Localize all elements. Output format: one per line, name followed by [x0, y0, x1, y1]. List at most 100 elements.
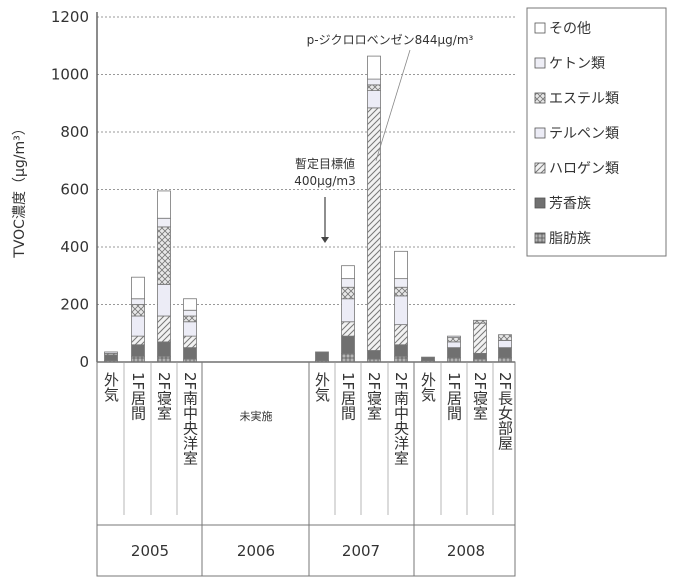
bar-segment: [394, 344, 408, 357]
bar-segment: [131, 344, 145, 357]
bar-segment: [367, 78, 381, 86]
bar-segment: [341, 335, 355, 354]
bar-segment: [131, 335, 145, 346]
bar-segment: [498, 347, 512, 359]
group-label: 2005: [131, 542, 169, 560]
bar-segment: [131, 315, 145, 337]
legend-label: エステル類: [549, 91, 619, 107]
bar-segment: [341, 286, 355, 300]
legend-label: ハロゲン類: [549, 161, 619, 177]
pdcb-annotation-label: p-ジクロロベンゼン844μg/m³: [307, 33, 474, 47]
legend-label: ケトン類: [549, 56, 605, 72]
category-label: 外気: [419, 372, 437, 403]
group-label: 2007: [342, 542, 380, 560]
no-data-note: 未実施: [240, 409, 273, 423]
bar-segment: [183, 321, 197, 337]
annotation-layer: 暫定目標値 400μg/m3 p-ジクロロベンゼン844μg/m³: [294, 33, 474, 243]
bar-segment: [183, 347, 197, 360]
bar-segment: [341, 265, 355, 280]
category-label: 1F居間: [445, 372, 463, 421]
y-tick-label: 1200: [51, 8, 89, 26]
bar-segment: [183, 298, 197, 311]
bar-segment: [131, 298, 145, 305]
bar-segment: [341, 352, 355, 363]
category-label: 外気: [102, 372, 120, 403]
target-annotation-label: 暫定目標値: [295, 156, 355, 171]
bar-segment: [447, 335, 461, 338]
bar-segment: [341, 278, 355, 288]
y-axis-label: TVOC濃度（μg/m³）: [12, 121, 28, 258]
category-label: 外気: [313, 372, 331, 403]
bar-segment: [131, 355, 145, 363]
bar-segment: [447, 341, 461, 349]
bar-segment: [315, 351, 329, 361]
category-label: 2F寝室: [365, 372, 383, 420]
target-annotation-value: 400μg/m3: [294, 174, 356, 188]
bar-segment: [341, 321, 355, 337]
category-label: 2F長女部屋: [496, 372, 514, 450]
category-label: 2F南中央洋室: [181, 372, 199, 465]
bar-segment: [104, 351, 118, 354]
bar-segment: [421, 356, 435, 361]
bar-segment: [157, 355, 171, 363]
bar-segment: [367, 90, 381, 109]
bar-segment: [183, 315, 197, 323]
bar-segment: [498, 340, 512, 349]
bar-segment: [131, 276, 145, 300]
labels-layer: 外気 1F居間 2F寝室 2F南中央洋室 外気 1F居間 2F寝室 2F南中央洋室 外気 1F居間…: [102, 372, 514, 560]
legend-swatch: [534, 57, 546, 69]
bar-segment: [367, 84, 381, 91]
legend-box: [526, 7, 667, 257]
bar-segment: [157, 341, 171, 357]
legend-label: 芳香族: [549, 195, 591, 212]
bar-segment: [473, 322, 487, 354]
axis-layer: 0 200 400 600 800 1000 1200 TVOC濃度（μg/m³）: [12, 8, 516, 577]
category-label: 1F居間: [339, 372, 357, 421]
legend-swatch: [534, 162, 546, 174]
bar-segment: [157, 283, 171, 317]
legend-swatch: [534, 232, 546, 244]
category-label: 1F居間: [129, 372, 147, 421]
legend-swatch: [534, 197, 546, 209]
bar-segment: [394, 355, 408, 363]
y-tick-label: 1000: [51, 66, 89, 84]
category-label: 2F南中央洋室: [392, 372, 410, 465]
category-label: 2F寝室: [155, 372, 173, 420]
bar-segment: [157, 190, 171, 219]
bar-segment: [473, 352, 487, 360]
legend-label: テルペン類: [549, 126, 619, 142]
bar-segment: [394, 278, 408, 288]
bar-segment: [183, 335, 197, 349]
group-label: 2006: [237, 542, 275, 560]
bar-segment: [498, 334, 512, 341]
y-tick-label: 200: [60, 296, 89, 314]
bar-segment: [394, 324, 408, 346]
y-tick-label: 800: [60, 123, 89, 141]
bar-segment: [157, 217, 171, 228]
legend-label: 脂肪族: [549, 231, 591, 247]
bar-segment: [367, 107, 381, 351]
pdcb-leader-line: [375, 49, 411, 161]
bar-segment: [131, 304, 145, 317]
group-label: 2008: [447, 542, 485, 560]
bar-segment: [367, 55, 381, 80]
y-tick-label: 0: [79, 353, 89, 371]
bars-layer: [104, 55, 512, 363]
bar-segment: [157, 315, 171, 343]
legend-label: その他: [549, 21, 591, 37]
bar-segment: [394, 250, 408, 280]
bar-segment: [183, 309, 197, 317]
x-axis-table: [96, 361, 516, 577]
bar-segment: [447, 347, 461, 359]
y-tick-label: 400: [60, 238, 89, 256]
category-label: 2F寝室: [471, 372, 489, 420]
legend-swatch: [534, 92, 546, 104]
legend-swatch: [534, 127, 546, 139]
y-tick-label: 600: [60, 181, 89, 199]
bar-segment: [394, 295, 408, 326]
bar-segment: [367, 350, 381, 360]
bar-segment: [157, 226, 171, 285]
